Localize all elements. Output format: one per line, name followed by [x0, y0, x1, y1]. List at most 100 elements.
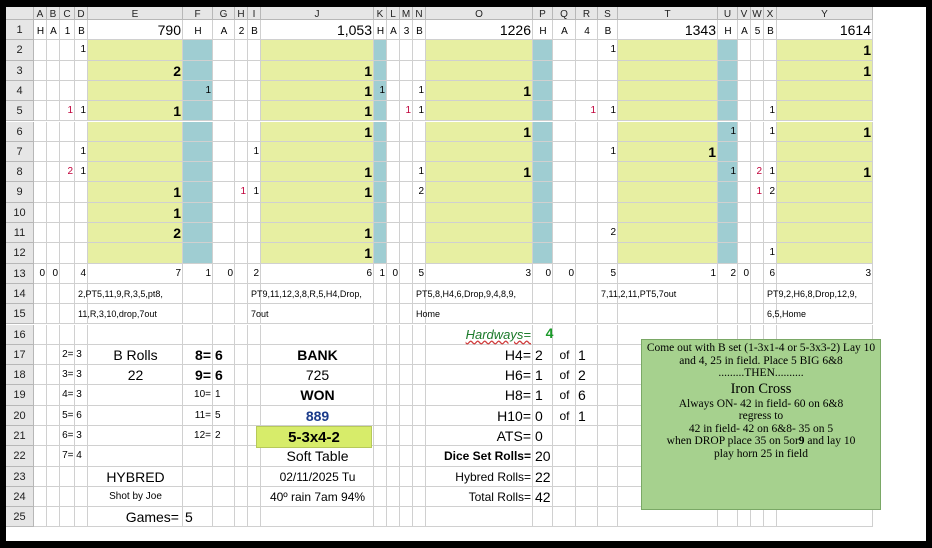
cell[interactable] — [777, 243, 873, 264]
cell[interactable] — [261, 385, 374, 406]
header-cell-s[interactable]: B — [604, 26, 612, 37]
roll-count-cell[interactable]: 2 — [67, 166, 73, 178]
cell[interactable] — [777, 20, 873, 41]
cell[interactable] — [60, 263, 75, 284]
cell[interactable] — [533, 344, 553, 366]
cell[interactable] — [400, 80, 413, 102]
column-header-o[interactable]: O — [426, 7, 533, 20]
row-header-4[interactable]: 4 — [6, 80, 34, 102]
cell[interactable] — [533, 121, 553, 142]
cell[interactable] — [598, 304, 618, 325]
roll-count-cell[interactable]: 2 — [418, 186, 424, 198]
cell[interactable] — [235, 162, 248, 183]
roll-count-cell[interactable]: 2 — [769, 186, 775, 198]
header-cell-x[interactable]: B — [767, 26, 774, 37]
roll-count-cell[interactable]: 2 — [173, 62, 181, 79]
cell[interactable] — [751, 60, 764, 81]
cell[interactable] — [34, 446, 47, 467]
cell[interactable] — [764, 141, 777, 163]
cell[interactable] — [598, 60, 618, 81]
cell[interactable] — [553, 385, 576, 406]
cell[interactable] — [34, 243, 47, 264]
cell[interactable] — [34, 121, 47, 142]
row-header-18[interactable]: 18 — [6, 365, 34, 386]
roll-count-cell[interactable]: 1 — [769, 166, 775, 178]
cell[interactable] — [374, 405, 387, 426]
cell[interactable] — [183, 486, 213, 508]
roll-count-cell[interactable]: 2 — [756, 166, 762, 178]
cell[interactable] — [576, 507, 598, 528]
cell[interactable] — [75, 263, 88, 284]
cell[interactable] — [533, 385, 553, 406]
cell[interactable] — [426, 324, 533, 345]
total-cell-v[interactable]: 0 — [743, 267, 749, 279]
cell[interactable] — [213, 365, 235, 386]
cell[interactable] — [88, 365, 183, 386]
cell[interactable] — [34, 40, 47, 61]
cell[interactable] — [718, 263, 738, 284]
roll-count-cell[interactable]: 1 — [863, 62, 871, 79]
cell[interactable] — [777, 40, 873, 61]
header-cell-c[interactable]: 1 — [64, 26, 71, 37]
row-header-24[interactable]: 24 — [6, 486, 34, 508]
cell[interactable] — [34, 162, 47, 183]
cell[interactable] — [47, 121, 60, 142]
cell[interactable] — [88, 40, 183, 61]
total-cell-j[interactable]: 6 — [366, 267, 372, 279]
cell[interactable] — [533, 223, 553, 244]
cell[interactable] — [718, 243, 738, 264]
column-header-p[interactable]: P — [533, 7, 553, 20]
cell[interactable] — [553, 365, 576, 386]
cell[interactable] — [47, 507, 60, 528]
cell[interactable] — [533, 202, 553, 223]
cell[interactable] — [426, 365, 533, 386]
column-header-e[interactable]: E — [88, 7, 183, 20]
cell[interactable] — [47, 243, 60, 264]
cell[interactable] — [777, 304, 873, 325]
cell[interactable] — [183, 507, 213, 528]
roll-count-cell[interactable]: 2 — [610, 227, 616, 238]
cell[interactable] — [213, 507, 235, 528]
cell[interactable] — [400, 20, 413, 41]
cell[interactable] — [533, 60, 553, 81]
roll-count-cell[interactable]: 1 — [405, 105, 411, 117]
column-header-g[interactable]: G — [213, 7, 235, 20]
cell[interactable] — [235, 182, 248, 203]
cell[interactable] — [738, 121, 751, 142]
cell[interactable] — [413, 141, 426, 163]
cell[interactable] — [413, 20, 426, 41]
cell[interactable] — [213, 385, 235, 406]
cell[interactable] — [60, 405, 75, 426]
header-cell-o[interactable]: 1226 — [499, 22, 531, 38]
cell[interactable] — [533, 40, 553, 61]
cell[interactable] — [387, 40, 400, 61]
cell[interactable] — [718, 40, 738, 61]
cell[interactable] — [400, 182, 413, 203]
cell[interactable] — [387, 20, 400, 41]
cell[interactable] — [261, 486, 374, 508]
cell[interactable] — [34, 486, 47, 508]
cell[interactable] — [183, 365, 213, 386]
roll-count-cell[interactable]: 1 — [523, 123, 531, 140]
cell[interactable] — [751, 182, 764, 203]
cell[interactable] — [213, 162, 235, 183]
cell[interactable] — [47, 385, 60, 406]
cell[interactable] — [235, 365, 248, 386]
cell[interactable] — [60, 446, 75, 467]
header-cell-u[interactable]: H — [724, 26, 732, 37]
cell[interactable] — [235, 223, 248, 244]
cell[interactable] — [413, 507, 426, 528]
cell[interactable] — [47, 60, 60, 81]
cell[interactable] — [738, 20, 751, 41]
cell[interactable] — [235, 324, 248, 345]
roll-count-cell[interactable]: 1 — [610, 105, 616, 117]
roll-count-cell[interactable]: 1 — [863, 123, 871, 140]
cell[interactable] — [413, 283, 426, 305]
cell[interactable] — [426, 385, 533, 406]
row-header-8[interactable]: 8 — [6, 162, 34, 183]
cell[interactable] — [235, 80, 248, 102]
cell[interactable] — [553, 507, 576, 528]
cell[interactable] — [88, 426, 183, 447]
column-header-y[interactable]: Y — [777, 7, 873, 20]
cell[interactable] — [47, 20, 60, 41]
